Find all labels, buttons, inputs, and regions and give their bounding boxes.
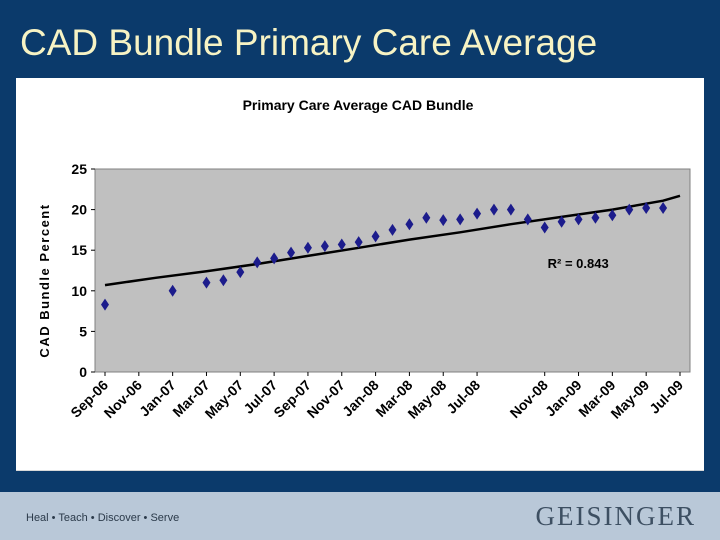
x-tick-label: May-08: [404, 377, 449, 422]
data-point: [540, 221, 549, 234]
y-tick-label: 0: [79, 364, 87, 380]
data-point: [523, 213, 532, 226]
data-point: [337, 238, 346, 251]
data-point: [303, 241, 312, 254]
slide-title: CAD Bundle Primary Care Average: [20, 22, 598, 63]
data-point: [591, 211, 600, 224]
y-tick-label: 15: [71, 242, 87, 258]
data-point: [659, 201, 668, 214]
data-point: [422, 211, 431, 224]
data-point: [253, 256, 262, 269]
chart-frame: Primary Care Average CAD Bundle CAD Bund…: [16, 78, 704, 471]
y-ticks: 0 5 10 15 20 25: [71, 161, 95, 380]
data-point: [388, 223, 397, 236]
footer-tagline: Heal • Teach • Discover • Serve: [26, 512, 180, 524]
data-point: [439, 214, 448, 227]
data-point: [574, 213, 583, 226]
chart: Primary Care Average CAD Bundle CAD Bund…: [37, 97, 691, 422]
data-point: [506, 203, 515, 216]
data-point: [287, 246, 296, 259]
data-point: [456, 213, 465, 226]
x-tick-label: Nov-06: [101, 377, 145, 421]
data-point: [219, 274, 228, 287]
logo: GEISINGER: [535, 501, 696, 531]
data-point: [101, 298, 109, 311]
data-point: [236, 266, 245, 279]
data-point: [473, 207, 482, 220]
x-ticks: Sep-06Nov-06Jan-07Mar-07May-07Jul-07Sep-…: [67, 372, 686, 422]
data-point: [168, 284, 177, 297]
data-point: [320, 240, 329, 253]
data-point: [270, 252, 279, 265]
plot-area: [94, 168, 691, 373]
x-tick-label: May-07: [202, 377, 247, 422]
markers: [101, 201, 668, 311]
x-tick-label: Nov-08: [507, 377, 551, 421]
data-point: [557, 215, 566, 228]
y-tick-label: 20: [71, 202, 87, 218]
footer: Heal • Teach • Discover • Serve GEISINGE…: [0, 492, 720, 540]
data-point: [405, 218, 414, 231]
data-point: [371, 230, 380, 243]
chart-title: Primary Care Average CAD Bundle: [243, 97, 474, 113]
data-point: [642, 201, 651, 214]
data-point: [625, 203, 634, 216]
data-point: [354, 236, 363, 249]
r-squared-label: R² = 0.843: [548, 256, 609, 271]
x-tick-label: Jul-09: [646, 377, 686, 417]
data-point: [489, 203, 498, 216]
y-axis-label: CAD Bundle Percent: [37, 203, 52, 357]
x-tick-label: Jul-08: [443, 377, 483, 417]
data-point: [202, 276, 211, 289]
data-point: [608, 209, 617, 222]
x-tick-label: May-09: [607, 377, 652, 422]
y-tick-label: 25: [71, 161, 87, 177]
y-tick-label: 5: [79, 323, 87, 339]
y-tick-label: 10: [71, 283, 87, 299]
x-tick-label: Nov-07: [304, 377, 348, 421]
